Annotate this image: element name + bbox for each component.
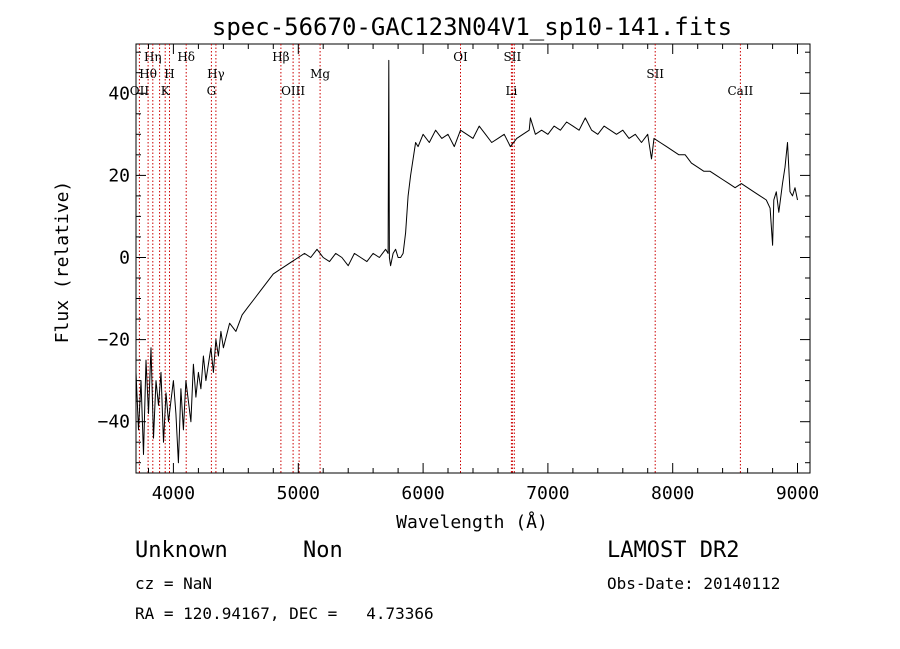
chart-title: spec-56670-GAC123N04V1_sp10-141.fits	[212, 13, 732, 41]
line-label: OII	[130, 84, 150, 98]
line-label: CaII	[727, 84, 753, 98]
plot-frame	[135, 43, 811, 474]
line-label: H	[164, 67, 174, 81]
line-label: Hδ	[177, 50, 195, 64]
y-tick-label: 0	[119, 248, 130, 269]
y-tick-label: 20	[108, 165, 130, 186]
y-axis-label: Flux (relative)	[52, 181, 73, 344]
line-label: Hβ	[272, 50, 289, 64]
x-tick-label: 4000	[152, 483, 195, 504]
obs-date-text: Obs-Date: 20140112	[607, 574, 781, 593]
line-label: Mg	[310, 67, 330, 81]
y-tick-label: 40	[108, 83, 130, 104]
y-tick-label: −20	[97, 330, 130, 351]
x-tick-label: 5000	[277, 483, 320, 504]
y-axis-ticks: −40 −20 0 20 40	[97, 51, 810, 464]
emission-line-markers	[138, 44, 741, 473]
x-tick-label: 7000	[526, 483, 569, 504]
x-tick-label: 6000	[401, 483, 444, 504]
x-tick-label: 9000	[776, 483, 819, 504]
line-label: OI	[453, 50, 468, 64]
x-axis-ticks: 4000 5000 6000 7000 8000 9000	[148, 44, 819, 504]
x-tick-label: 8000	[651, 483, 694, 504]
line-label: OIII	[281, 84, 305, 98]
coordinates-text: RA = 120.94167, DEC = 4.73366	[135, 604, 434, 623]
object-subclass: Non	[303, 538, 343, 563]
y-tick-label: −40	[97, 412, 130, 433]
line-label: Li	[505, 84, 517, 98]
line-label: Hη	[144, 50, 162, 64]
x-axis-label: Wavelength (Å)	[396, 511, 548, 533]
line-label: Hγ	[207, 67, 225, 81]
redshift-text: cz = NaN	[135, 574, 213, 593]
survey-name: LAMOST DR2	[607, 538, 740, 563]
line-label: Hθ	[139, 67, 157, 81]
spectrum-line	[135, 59, 798, 464]
line-label: K	[161, 84, 171, 98]
line-label: SII	[646, 67, 664, 81]
emission-line-labels: Hη Hδ Hβ OI SII Hθ H Hγ Mg SII OII K G OIII Li CaII	[130, 50, 754, 98]
line-label: G	[207, 84, 217, 98]
object-class: Unknown	[135, 538, 228, 563]
line-label: SII	[504, 50, 522, 64]
